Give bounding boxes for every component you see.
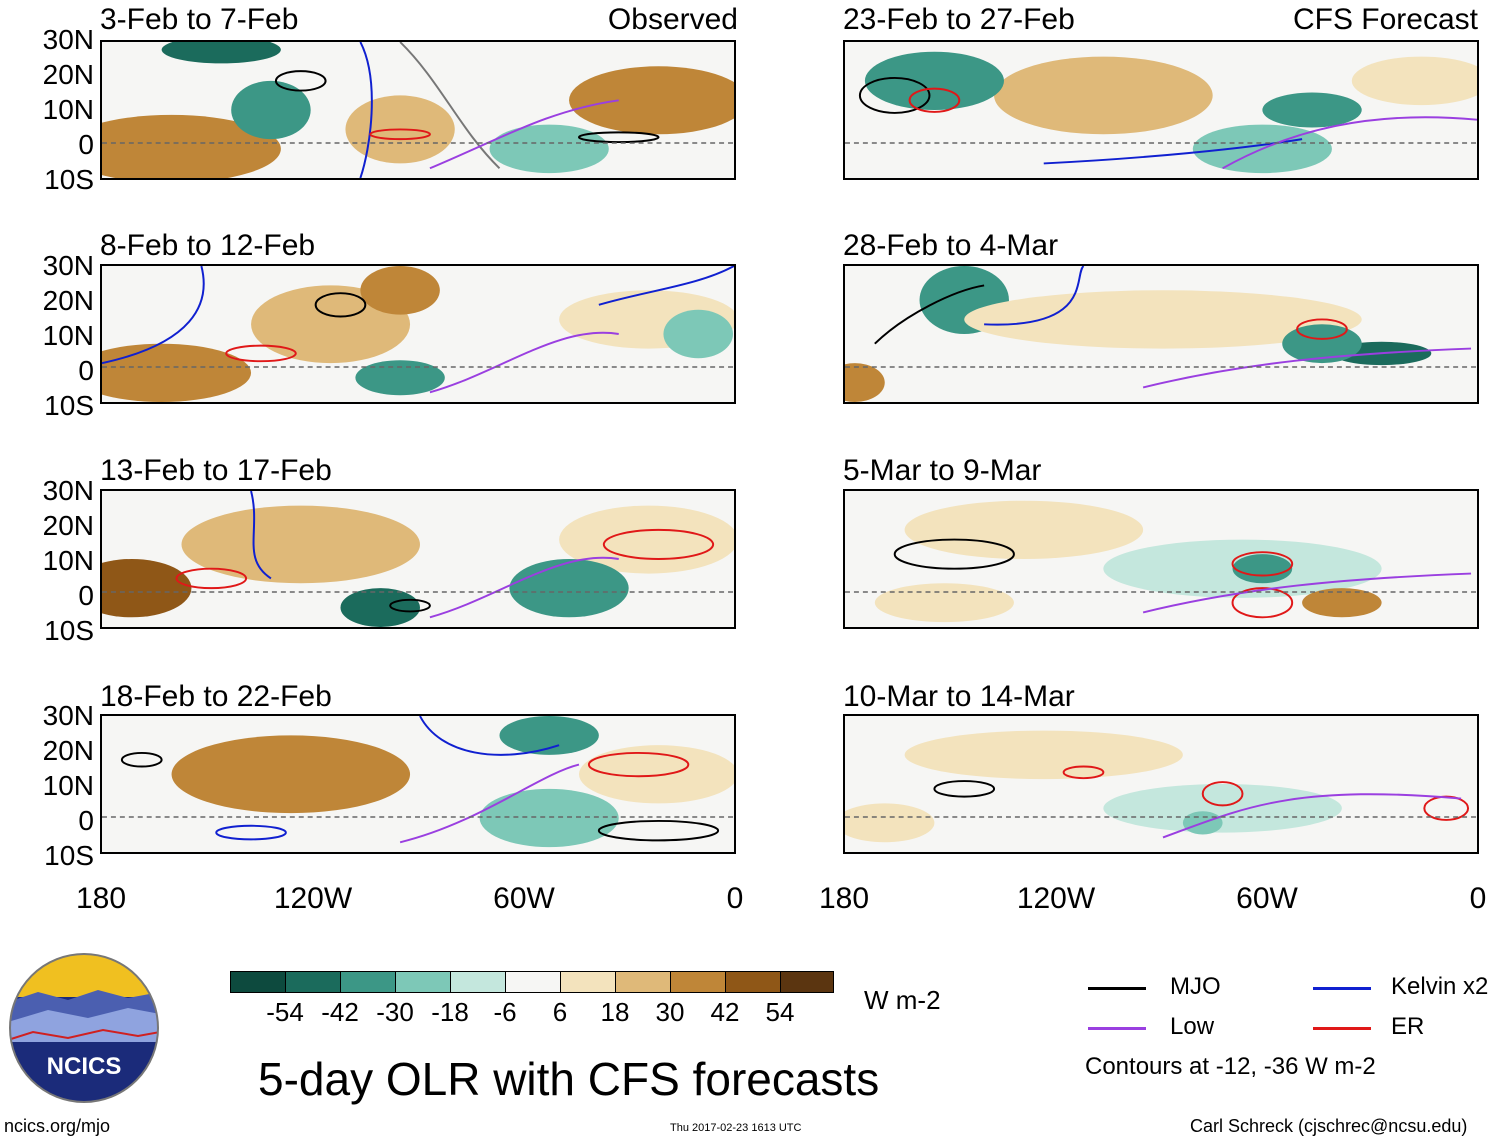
footer-timestamp: Thu 2017-02-23 1613 UTC xyxy=(670,1122,802,1134)
lat-label: 10S xyxy=(44,390,94,421)
footer-credit: Carl Schreck (cjschrec@ncsu.edu) xyxy=(1190,1116,1468,1136)
forecast-label: CFS Forecast xyxy=(1292,3,1478,36)
lat-label: 30N xyxy=(42,700,94,731)
legend-line-low xyxy=(1088,1027,1146,1030)
lat-label: 30N xyxy=(42,250,94,281)
colorbar-tick-label: 42 xyxy=(710,997,740,1027)
legend-note: Contours at -12, -36 W m-2 xyxy=(1085,1053,1376,1080)
lat-label: 0 xyxy=(78,129,94,160)
colorbar-tick-label: 30 xyxy=(655,997,685,1027)
lon-label: 120W xyxy=(1016,882,1096,915)
colorbar-units: W m-2 xyxy=(864,985,941,1015)
lon-label: 0 xyxy=(1469,882,1487,915)
colorbar-swatch xyxy=(670,971,726,993)
colorbar-swatch xyxy=(780,971,834,993)
colorbar-tick-label: -42 xyxy=(321,997,359,1027)
observed-map-1 xyxy=(100,40,736,180)
ncics-logo: NCICS xyxy=(8,952,160,1104)
forecast-map-2 xyxy=(843,264,1479,404)
lat-label: 20N xyxy=(42,735,94,766)
lat-label: 10N xyxy=(42,545,94,576)
ncics-logo-graphic: NCICS xyxy=(9,953,159,1103)
colorbar-tick-label: -6 xyxy=(493,997,517,1027)
lat-label: 30N xyxy=(42,475,94,506)
lat-label: 20N xyxy=(42,285,94,316)
lat-label: 10S xyxy=(44,615,94,646)
colorbar-swatch xyxy=(395,971,451,993)
observed-panel-2-title: 8-Feb to 12-Feb xyxy=(100,229,316,262)
colorbar-tick-label: -54 xyxy=(266,997,304,1027)
lon-label: 120W xyxy=(273,882,353,915)
lat-label: 20N xyxy=(42,510,94,541)
lat-label: 10N xyxy=(42,770,94,801)
legend: MJO Kelvin x2 Low ER Contours at -12, -3… xyxy=(1085,975,1505,1085)
legend-label-low: Low xyxy=(1170,1013,1215,1040)
footer-url[interactable]: ncics.org/mjo xyxy=(4,1116,111,1136)
colorbar-swatch xyxy=(560,971,616,993)
observed-panel-4-title: 18-Feb to 22-Feb xyxy=(100,680,332,713)
legend-line-mjo xyxy=(1088,987,1146,990)
colorbar: -54 -42 -30 -18 -6 6 18 30 42 54 xyxy=(230,971,834,1031)
lon-label: 180 xyxy=(818,882,870,915)
lat-label: 10S xyxy=(44,164,94,195)
colorbar-tick-label: 18 xyxy=(600,997,630,1027)
logo-text: NCICS xyxy=(47,1053,122,1080)
colorbar-tick-label: 54 xyxy=(765,997,795,1027)
legend-label-er: ER xyxy=(1391,1013,1425,1040)
colorbar-swatch xyxy=(450,971,506,993)
colorbar-swatch xyxy=(230,971,286,993)
figure-title: 5-day OLR with CFS forecasts xyxy=(258,1053,880,1105)
lon-label: 0 xyxy=(726,882,744,915)
observed-map-3 xyxy=(100,489,736,629)
forecast-map-3 xyxy=(843,489,1479,629)
forecast-panel-1-title: 23-Feb to 27-Feb xyxy=(843,3,1075,36)
legend-line-er xyxy=(1313,1027,1371,1030)
observed-map-4 xyxy=(100,714,736,854)
lat-label: 10N xyxy=(42,320,94,351)
forecast-panel-3-title: 5-Mar to 9-Mar xyxy=(843,454,1042,487)
lat-label: 0 xyxy=(78,805,94,836)
colorbar-swatch xyxy=(505,971,561,993)
legend-label-kelvin: Kelvin x2 xyxy=(1391,973,1489,1000)
colorbar-swatch xyxy=(285,971,341,993)
observed-map-2 xyxy=(100,264,736,404)
lon-label: 180 xyxy=(75,882,127,915)
colorbar-tick-label: -18 xyxy=(431,997,469,1027)
lat-label: 30N xyxy=(42,24,94,55)
forecast-map-1 xyxy=(843,40,1479,180)
colorbar-tick-label: -30 xyxy=(376,997,414,1027)
lat-label: 0 xyxy=(78,355,94,386)
lat-label: 10N xyxy=(42,94,94,125)
lon-label: 60W xyxy=(1236,882,1298,915)
legend-line-kelvin xyxy=(1313,987,1371,990)
lat-label: 0 xyxy=(78,580,94,611)
observed-panel-3-title: 13-Feb to 17-Feb xyxy=(100,454,332,487)
observed-label: Observed xyxy=(607,3,738,36)
forecast-panel-2-title: 28-Feb to 4-Mar xyxy=(843,229,1059,262)
colorbar-tick-label: 6 xyxy=(552,997,568,1027)
observed-panel-1-title: 3-Feb to 7-Feb xyxy=(100,3,299,36)
colorbar-swatch xyxy=(725,971,781,993)
colorbar-swatch xyxy=(615,971,671,993)
colorbar-swatch xyxy=(340,971,396,993)
lat-label: 20N xyxy=(42,59,94,90)
forecast-map-4 xyxy=(843,714,1479,854)
lat-label: 10S xyxy=(44,840,94,871)
lon-label: 60W xyxy=(493,882,555,915)
legend-label-mjo: MJO xyxy=(1170,973,1221,1000)
forecast-panel-4-title: 10-Mar to 14-Mar xyxy=(843,680,1075,713)
